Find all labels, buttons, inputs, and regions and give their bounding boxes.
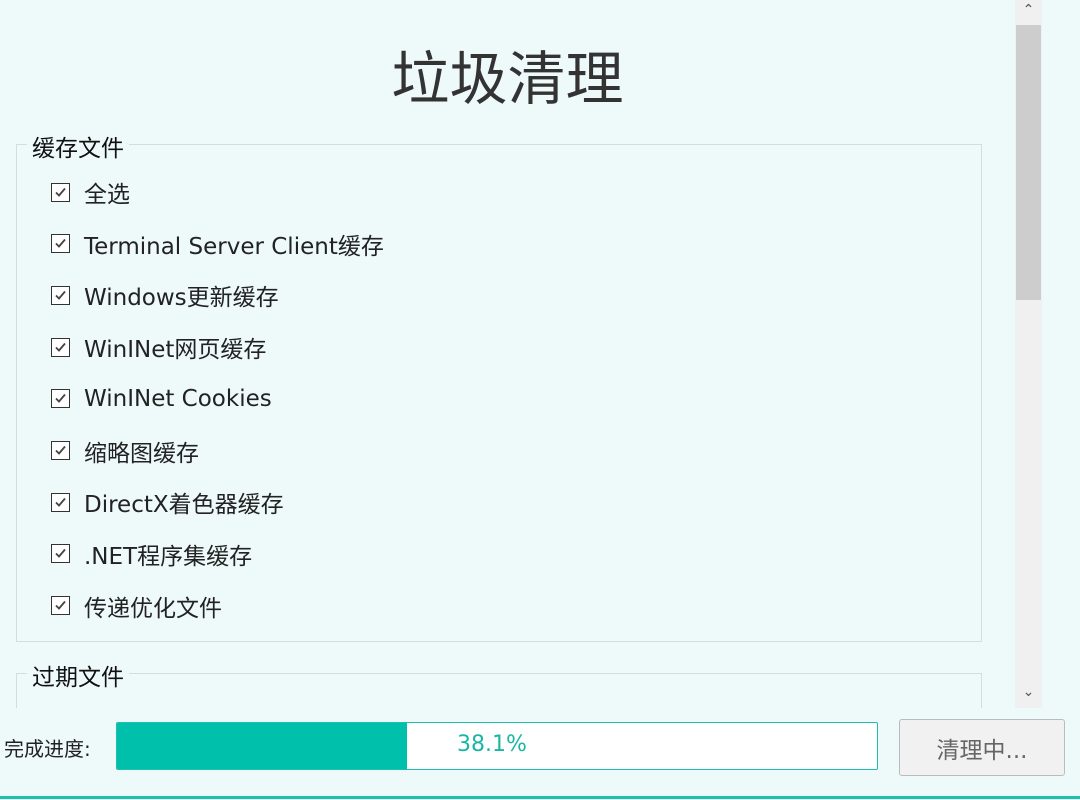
checkbox-label: 缩略图缓存 xyxy=(84,440,199,467)
scroll-up-icon[interactable]: ⌃ xyxy=(1022,2,1035,18)
clean-button[interactable]: 清理中... xyxy=(899,719,1065,776)
check-icon xyxy=(55,342,66,352)
group-label: 缓存文件 xyxy=(27,129,129,163)
checkbox[interactable] xyxy=(51,441,70,460)
group-cache-files: 缓存文件 全选 Terminal Server Client缓存 Windows更新… xyxy=(16,129,982,642)
checkbox[interactable] xyxy=(51,492,70,512)
group-label: 过期文件 xyxy=(27,658,129,692)
check-icon xyxy=(55,445,66,455)
bottom-border xyxy=(0,796,1080,799)
check-icon xyxy=(55,239,66,249)
check-icon xyxy=(55,601,66,610)
checkbox[interactable] xyxy=(51,544,70,564)
checkbox-item[interactable]: WinINet网页缓存 xyxy=(51,332,267,364)
checkbox-item[interactable]: WinINet Cookies xyxy=(51,384,272,414)
scroll-content: 垃圾清理 缓存文件 全选 Terminal Server Client缓存 Wind… xyxy=(16,45,982,708)
checkbox-label: Windows更新缓存 xyxy=(84,285,279,312)
check-icon xyxy=(55,497,66,507)
checkbox-label: Terminal Server Client缓存 xyxy=(84,233,384,260)
checkbox-item[interactable]: DirectX着色器缓存 xyxy=(51,487,284,519)
checkbox-label: DirectX着色器缓存 xyxy=(84,492,284,519)
checkbox-item[interactable]: Terminal Server Client缓存 xyxy=(51,229,384,260)
group-expired-files: 过期文件 xyxy=(16,658,982,708)
check-icon xyxy=(55,187,66,197)
check-icon xyxy=(55,290,66,300)
checkbox-label: 全选 xyxy=(84,182,130,208)
checkbox-item[interactable]: 全选 xyxy=(51,177,130,208)
progress-text: 38.1% xyxy=(457,732,527,757)
checkbox[interactable] xyxy=(51,596,70,616)
checkbox-label: .NET程序集缓存 xyxy=(84,543,253,570)
checkbox-item[interactable]: .NET程序集缓存 xyxy=(51,539,253,570)
page-title: 垃圾清理 xyxy=(391,45,624,113)
check-icon xyxy=(55,394,66,404)
checkbox[interactable] xyxy=(51,285,70,305)
scroll-down-icon[interactable]: ⌄ xyxy=(1022,684,1035,700)
checkbox[interactable] xyxy=(51,234,70,254)
check-icon xyxy=(55,549,66,559)
checkbox-item[interactable]: 传递优化文件 xyxy=(51,591,222,622)
checkbox[interactable] xyxy=(51,337,70,357)
checkbox-item[interactable]: 缩略图缓存 xyxy=(51,436,199,467)
checkbox-label: 传递优化文件 xyxy=(84,595,222,622)
progress-label: 完成进度: xyxy=(4,737,91,761)
checkbox[interactable] xyxy=(51,182,70,202)
checkbox-item[interactable]: Windows更新缓存 xyxy=(51,280,279,312)
scrollbar-thumb[interactable] xyxy=(1016,25,1041,300)
vertical-scrollbar[interactable]: ⌃ ⌄ xyxy=(1015,0,1042,708)
progress-fill xyxy=(117,723,407,769)
checkbox-label: WinINet网页缓存 xyxy=(84,337,267,364)
checkbox[interactable] xyxy=(51,389,70,409)
progress-bar: 38.1% xyxy=(116,722,878,770)
checkbox-label: WinINet Cookies xyxy=(84,385,272,412)
